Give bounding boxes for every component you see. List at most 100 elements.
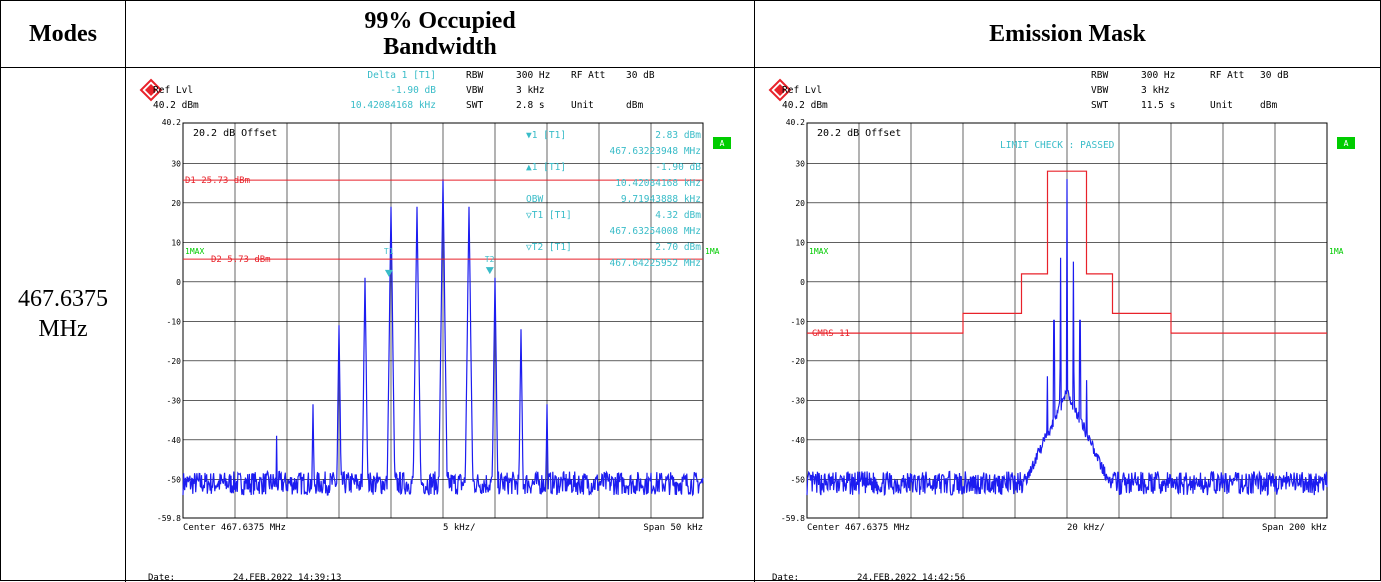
header-field: VBW: [1091, 85, 1108, 96]
header-field: SWT: [466, 100, 483, 111]
header-field: dBm: [1260, 100, 1277, 111]
t1-marker: [384, 269, 393, 277]
y-tick-label: -10: [791, 317, 806, 326]
a-badge-box: [713, 137, 731, 149]
trace-label: 1MAX: [185, 247, 204, 256]
date-value: 24.FEB.2022 14:42:56: [857, 573, 965, 582]
footer-div: 20 kHz/: [1067, 523, 1105, 533]
limit-check: LIMIT CHECK : PASSED: [1000, 140, 1115, 151]
t2-tag: T2: [485, 255, 495, 264]
header-emission-mask: Emission Mask: [755, 1, 1380, 68]
footer-div: 5 kHz/: [443, 523, 476, 533]
date-label: Date:: [148, 573, 175, 582]
header-field: 30 dB: [1260, 70, 1289, 81]
y-tick-label: -40: [167, 436, 182, 445]
header-obw: 99% Occupied Bandwidth: [126, 1, 755, 68]
y-tick-label: 0: [800, 278, 805, 287]
t2-marker: [485, 267, 494, 275]
display-line-label: D2 5.73 dBm: [211, 255, 271, 265]
header-field: RF Att: [1210, 70, 1244, 81]
y-tick-label: 0: [176, 278, 181, 287]
marker-name: ▲1 [T1]: [526, 162, 566, 173]
header-field: 10.42084168 kHz: [350, 100, 436, 111]
y-tick-label: -59.8: [157, 514, 181, 523]
header-field: SWT: [1091, 100, 1108, 111]
mode-frequency: 467.6375 MHz: [18, 286, 108, 342]
y-tick-label: 40.2: [786, 118, 805, 127]
header-field: Unit: [1210, 100, 1233, 111]
header-field: 3 kHz: [1141, 85, 1170, 96]
y-tick-label: 40.2: [162, 118, 181, 127]
t1-tag: T1: [384, 247, 394, 256]
header-field: 40.2 dBm: [153, 100, 199, 111]
marker-freq: 467.64225952 MHz: [609, 258, 701, 269]
emission-mask-plot: RBW 300 Hz RF Att 30 dB Ref Lvl VBW 3 kHz 40.2 …: [768, 70, 1355, 582]
a-badge: A: [1344, 139, 1349, 148]
mode-cell: 467.6375 MHz: [1, 68, 126, 582]
y-tick-label: 20: [171, 199, 181, 208]
mask-cell: RBW 300 Hz RF Att 30 dB Ref Lvl VBW 3 kHz 40.2 …: [755, 68, 1380, 582]
header-field: 300 Hz: [516, 70, 550, 81]
marker-value: 9.71943888 kHz: [621, 194, 701, 205]
rohde-schwarz-logo: [768, 78, 792, 102]
y-tick-label: 10: [171, 238, 181, 247]
marker-freq: 467.63254008 MHz: [609, 226, 701, 237]
header-field: Ref Lvl: [153, 85, 193, 96]
marker-name: ▼1 [T1]: [526, 130, 566, 141]
marker-value: 4.32 dBm: [655, 210, 701, 221]
header-modes: Modes: [1, 1, 126, 68]
y-tick-label: 20: [795, 199, 805, 208]
y-tick-label: -20: [791, 357, 806, 366]
header-field: 30 dB: [626, 70, 655, 81]
header-field: RBW: [1091, 70, 1108, 81]
y-tick-label: -59.8: [781, 514, 805, 523]
header-field: 11.5 s: [1141, 100, 1175, 111]
header-field: dBm: [626, 100, 643, 111]
y-tick-label: -30: [791, 396, 806, 405]
y-tick-label: -50: [167, 475, 182, 484]
marker-value: 2.70 dBm: [655, 242, 701, 253]
header-field: 40.2 dBm: [782, 100, 828, 111]
offset-label: 20.2 dB Offset: [817, 128, 901, 139]
marker-freq: 10.42084168 kHz: [615, 178, 701, 189]
obw-plot: Delta 1 [T1] RBW 300 Hz RF Att 30 dB Ref Lvl -…: [139, 70, 731, 582]
header-field: -1.90 dB: [390, 85, 436, 96]
y-tick-label: 10: [795, 238, 805, 247]
spectrum-trace: [806, 179, 1328, 497]
offset-label: 20.2 dB Offset: [193, 128, 277, 139]
header-field: 3 kHz: [516, 85, 545, 96]
header-field: Delta 1 [T1]: [367, 70, 436, 81]
a-badge-box: [1337, 137, 1355, 149]
header-field: Unit: [571, 100, 594, 111]
marker-freq: 467.63223948 MHz: [609, 146, 701, 157]
a-badge: A: [720, 139, 725, 148]
marker-name: ▽T1 [T1]: [526, 210, 572, 221]
header-field: Ref Lvl: [782, 85, 822, 96]
marker-name: ▽T2 [T1]: [526, 242, 572, 253]
footer-span: Span 50 kHz: [643, 523, 703, 533]
marker-value: -1.90 dB: [655, 162, 701, 173]
header-field: RBW: [466, 70, 483, 81]
emission-mask-line: [807, 170, 1327, 334]
y-tick-label: 30: [171, 159, 181, 168]
y-tick-label: 30: [795, 159, 805, 168]
date-value: 24.FEB.2022 14:39:13: [233, 573, 341, 582]
mask-label: GMRS 11: [812, 329, 850, 339]
display-line-label: D1 25.73 dBm: [185, 176, 250, 186]
y-tick-label: -40: [791, 436, 806, 445]
trace-label-right: 1MA: [705, 247, 720, 256]
date-label: Date:: [772, 573, 799, 582]
y-tick-label: -50: [791, 475, 806, 484]
header-field: VBW: [466, 85, 483, 96]
marker-value: 2.83 dBm: [655, 130, 701, 141]
footer-center: Center 467.6375 MHz: [183, 523, 286, 533]
y-tick-label: -10: [167, 317, 182, 326]
spectrum-trace: [182, 179, 704, 497]
footer-center: Center 467.6375 MHz: [807, 523, 910, 533]
marker-name: OBW: [526, 194, 543, 205]
header-field: 2.8 s: [516, 100, 545, 111]
y-tick-label: -20: [167, 357, 182, 366]
footer-span: Span 200 kHz: [1262, 523, 1327, 533]
trace-label-right: 1MA: [1329, 247, 1344, 256]
